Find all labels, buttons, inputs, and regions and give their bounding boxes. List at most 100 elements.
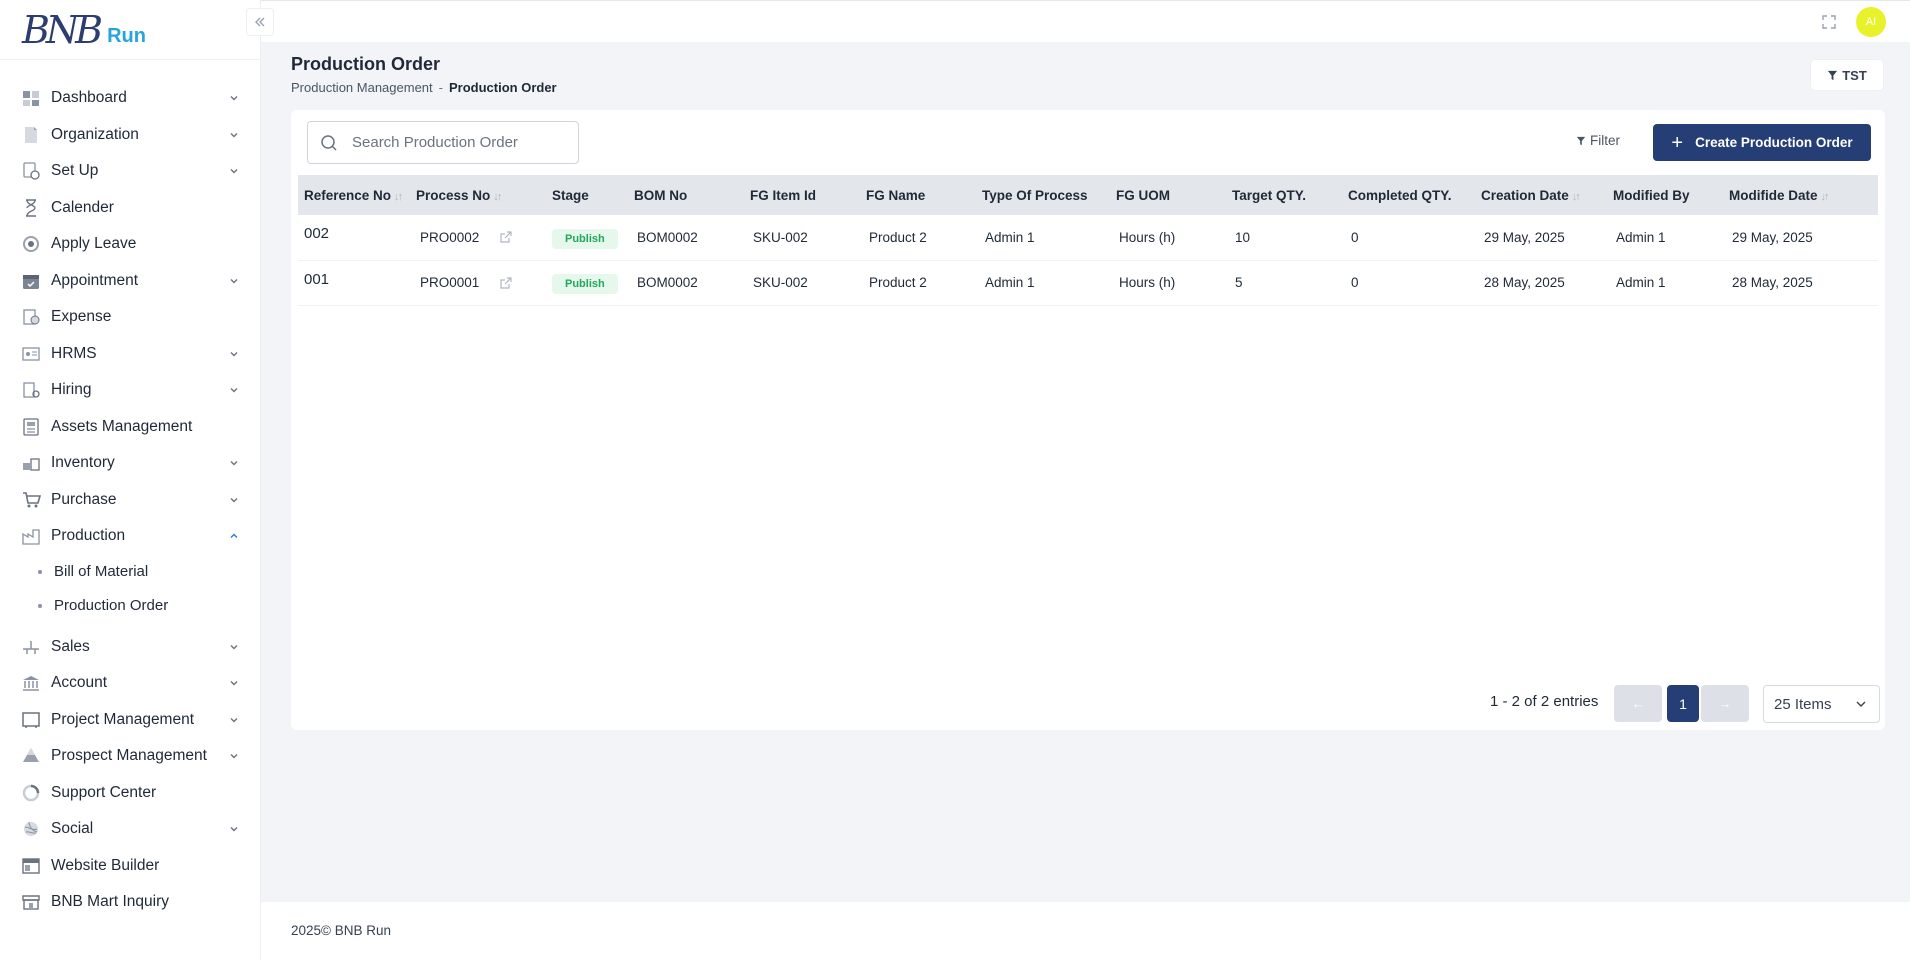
sidebar-item-support-center[interactable]: Support Center [0,775,260,812]
col-target-qty: Target QTY. [1232,187,1307,203]
sidebar-subitem-bill-of-material[interactable]: Bill of Material [0,555,260,589]
search-box[interactable] [307,121,579,164]
page-1-button[interactable]: 1 [1667,685,1699,722]
avatar[interactable]: AI [1856,7,1886,37]
sidebar-item-organization[interactable]: Organization [0,117,260,154]
bullet-icon [38,569,42,574]
external-link-icon[interactable] [499,276,513,290]
organization-icon [21,125,41,145]
logo-text: Run [107,25,146,47]
bank-icon [21,673,41,693]
double-chevron-left-icon [255,17,265,27]
sidebar-item-prospect-management[interactable]: Prospect Management [0,738,260,775]
sort-icon: ↓↑ [1571,190,1581,203]
sidebar-item-expense[interactable]: Expense [0,299,260,336]
sidebar-item-production[interactable]: Production [0,518,260,555]
tst-filter-button[interactable]: TST [1810,59,1884,91]
sidebar-item-hrms[interactable]: HRMS [0,336,260,373]
sidebar-subitem-label: Production Order [54,597,169,614]
sidebar-item-label: Website Builder [51,856,160,874]
sidebar-item-label: HRMS [51,344,97,362]
status-badge: Publish [552,274,618,294]
sidebar-item-bnb-mart-inquiry[interactable]: BNB Mart Inquiry [0,884,260,921]
sidebar-item-inventory[interactable]: Inventory [0,445,260,482]
brand-logo[interactable]: BNB Run [0,0,260,60]
sidebar-item-label: Assets Management [51,417,193,435]
cell-creation-date: 28 May, 2025 [1484,275,1565,290]
dashboard-icon [21,88,41,108]
sidebar-item-purchase[interactable]: Purchase [0,482,260,519]
bullet-icon [38,603,42,608]
cell-modified-by: Admin 1 [1616,275,1666,290]
breadcrumb-parent[interactable]: Production Management [291,80,433,95]
sidebar-item-project-management[interactable]: Project Management [0,702,260,739]
col-fg-item-id: FG Item Id [750,187,817,203]
sidebar-item-hiring[interactable]: Hiring [0,372,260,409]
table-row[interactable]: 002 PRO0002 Publish BOM0002 SKU-002 Prod… [298,215,1878,260]
col-modified-date[interactable]: Modifide Date ↓↑ [1729,187,1830,203]
items-per-page-select[interactable]: 25 Items [1763,685,1880,723]
sort-icon: ↓↑ [1820,190,1830,203]
next-page-button[interactable]: → [1701,685,1749,722]
cell-fg-name: Product 2 [869,229,927,245]
sidebar-item-account[interactable]: Account [0,665,260,702]
fullscreen-icon[interactable] [1820,13,1838,31]
footer: 2025© BNB Run [261,902,1910,960]
sidebar-item-label: Expense [51,308,112,326]
sidebar-item-set-up[interactable]: Set Up [0,153,260,190]
sidebar-item-label: Social [51,820,94,838]
sidebar-item-label: Prospect Management [51,747,207,765]
cell-process-no: PRO0002 [410,215,546,260]
cell-stage: Publish [546,215,628,260]
col-fg-uom: FG UOM [1116,187,1170,203]
assets-icon [21,417,41,437]
sidebar-subitem-production-order[interactable]: Production Order [0,589,260,623]
cell-type-of-process: Admin 1 [985,275,1035,290]
filter-label: Filter [1590,133,1620,148]
sidebar-item-label: Project Management [51,710,195,728]
cell-modified-by: Admin 1 [1616,229,1666,245]
cell-process-no: PRO0001 [410,260,546,305]
create-production-order-button[interactable]: + Create Production Order [1653,124,1871,161]
page-title: Production Order [291,54,441,74]
create-label: Create Production Order [1695,135,1853,150]
sidebar-item-label: Production [51,527,126,545]
sidebar-item-label: Set Up [51,162,99,180]
sidebar-item-appointment[interactable]: Appointment [0,263,260,300]
prospect-icon [21,746,41,766]
sidebar-item-label: Account [51,674,108,692]
sort-icon: ↓↑ [493,190,502,203]
collapse-sidebar-button[interactable] [246,8,274,36]
sidebar-item-label: Purchase [51,490,117,508]
cell-reference-no: 001 [304,270,330,288]
footer-copyright: 2025© BNB Run [291,923,392,938]
sidebar-item-social[interactable]: Social [0,811,260,848]
search-input[interactable] [352,134,572,151]
production-order-table: Reference No ↓↑ Process No ↓↑ Stage BOM No… [298,175,1878,306]
cell-fg-item-id: SKU-002 [753,275,808,290]
sidebar-item-apply-leave[interactable]: Apply Leave [0,226,260,263]
breadcrumb-current: Production Order [449,80,557,95]
chevron-down-icon [228,129,240,141]
prev-page-button[interactable]: ← [1614,685,1662,722]
sidebar-item-sales[interactable]: Sales [0,629,260,666]
cell-fg-uom: Hours (h) [1119,229,1176,245]
chevron-down-icon [228,165,240,177]
cell-completed-qty: 0 [1351,275,1359,290]
sidebar-item-website-builder[interactable]: Website Builder [0,848,260,885]
sort-icon: ↓↑ [394,190,403,203]
col-creation-date[interactable]: Creation Date ↓↑ [1481,187,1581,203]
sidebar-item-assets-management[interactable]: Assets Management [0,409,260,446]
table-row[interactable]: 001 PRO0001 Publish BOM0002 SKU-002 Prod… [298,260,1878,305]
sales-icon [21,637,41,657]
external-link-icon[interactable] [499,230,513,244]
col-reference-no[interactable]: Reference No ↓↑ [304,187,403,203]
breadcrumb-separator: - [438,80,443,95]
hiring-icon [21,380,41,400]
col-process-no[interactable]: Process No ↓↑ [416,187,502,203]
items-per-page-value: 25 Items [1774,695,1832,713]
sidebar-item-dashboard[interactable]: Dashboard [0,80,260,117]
production-order-card: Filter + Create Production Order Referen… [291,110,1885,730]
filter-button[interactable]: Filter [1576,133,1620,148]
sidebar-item-calender[interactable]: Calender [0,190,260,227]
